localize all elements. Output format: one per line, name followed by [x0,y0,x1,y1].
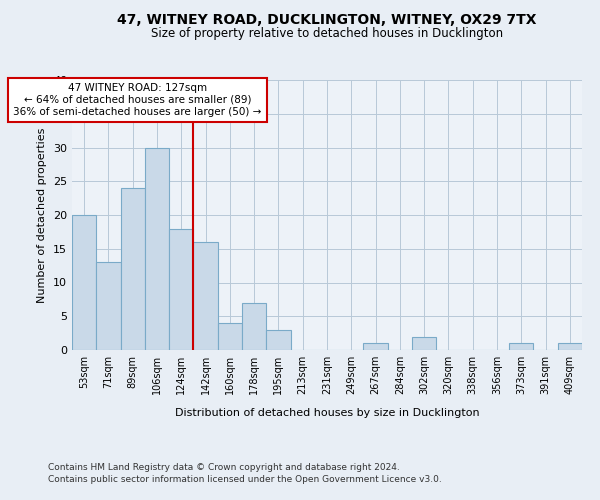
Bar [242,303,266,350]
Text: Distribution of detached houses by size in Ducklington: Distribution of detached houses by size … [175,408,479,418]
Text: Contains public sector information licensed under the Open Government Licence v3: Contains public sector information licen… [48,475,442,484]
Text: Size of property relative to detached houses in Ducklington: Size of property relative to detached ho… [151,28,503,40]
Bar [121,188,145,350]
Y-axis label: Number of detached properties: Number of detached properties [37,128,47,302]
Bar [193,242,218,350]
Text: 47, WITNEY ROAD, DUCKLINGTON, WITNEY, OX29 7TX: 47, WITNEY ROAD, DUCKLINGTON, WITNEY, OX… [117,12,537,26]
Bar [558,344,582,350]
Bar [96,262,121,350]
Bar [266,330,290,350]
Text: Contains HM Land Registry data © Crown copyright and database right 2024.: Contains HM Land Registry data © Crown c… [48,462,400,471]
Bar [169,228,193,350]
Bar [412,336,436,350]
Bar [509,344,533,350]
Bar [145,148,169,350]
Text: 47 WITNEY ROAD: 127sqm
← 64% of detached houses are smaller (89)
36% of semi-det: 47 WITNEY ROAD: 127sqm ← 64% of detached… [13,84,262,116]
Bar [218,323,242,350]
Bar [72,215,96,350]
Bar [364,344,388,350]
